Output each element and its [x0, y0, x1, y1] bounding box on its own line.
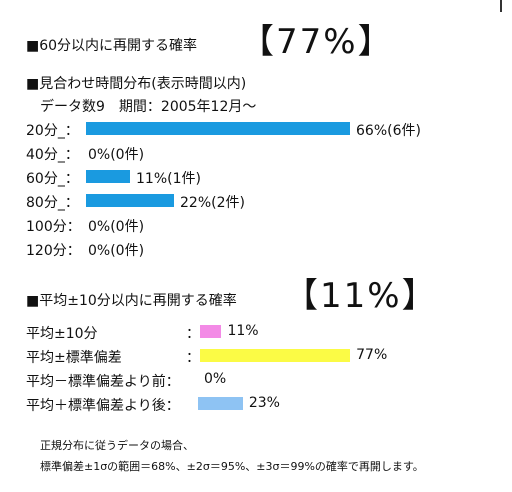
- value-label: 77%: [356, 347, 388, 363]
- note-line1: 正規分布に従うデータの場合、: [40, 439, 194, 452]
- section3-heading: ■平均±10分以内に再開する確率: [26, 293, 237, 309]
- value-label: 0%(0件): [88, 243, 145, 259]
- bar: [86, 122, 350, 135]
- category-label: 60分_：: [26, 171, 79, 187]
- section1-heading: ■60分以内に再開する確率: [26, 38, 198, 54]
- note-line2: 標準偏差±1σの範囲＝68%、±2σ＝95%、±3σ＝99%の確率で再開します。: [40, 460, 424, 473]
- category-label: 80分_：: [26, 195, 79, 211]
- separator: ：: [186, 326, 200, 342]
- category-label: 20分_：: [26, 123, 79, 139]
- section2-subheading: データ数9 期間：2005年12月〜: [40, 99, 257, 115]
- section1-badge: 【77%】: [240, 22, 394, 62]
- bar: [86, 170, 130, 183]
- value-label: 0%(0件): [88, 219, 145, 235]
- category-label: 平均±標準偏差: [26, 350, 122, 366]
- section2-heading: ■見合わせ時間分布(表示時間以内): [26, 76, 247, 92]
- bar: [200, 349, 351, 362]
- value-label: 0%(0件): [88, 147, 145, 163]
- value-label: 11%(1件): [136, 171, 201, 187]
- value-label: 22%(2件): [180, 195, 245, 211]
- separator: ：: [186, 350, 200, 366]
- category-label: 120分：: [26, 243, 81, 259]
- value-label: 66%(6件): [356, 123, 421, 139]
- category-label: 40分_：: [26, 147, 79, 163]
- category-label: 平均＋標準偏差より後：: [26, 398, 180, 414]
- section3-badge: 【11%】: [284, 276, 438, 316]
- value-label: 0%: [204, 371, 227, 387]
- bar: [86, 194, 174, 207]
- category-label: 平均－標準偏差より前：: [26, 374, 180, 390]
- value-label: 23%: [248, 395, 280, 411]
- category-label: 100分：: [26, 219, 81, 235]
- bar: [198, 397, 243, 410]
- bar: [200, 325, 222, 338]
- category-label: 平均±10分: [26, 326, 98, 342]
- value-label: 11%: [227, 323, 259, 339]
- corner-mark: [500, 0, 502, 12]
